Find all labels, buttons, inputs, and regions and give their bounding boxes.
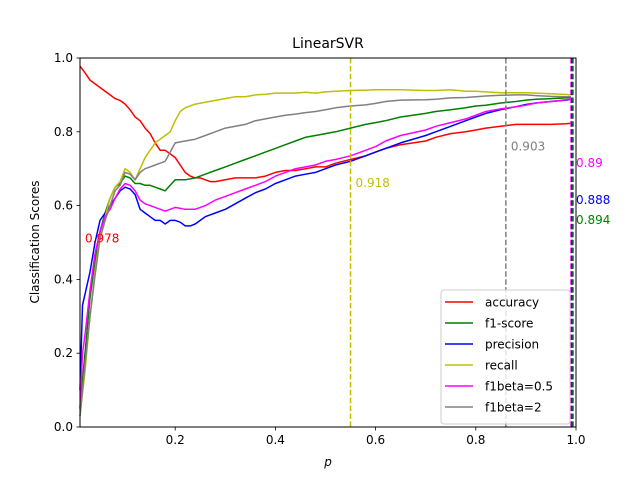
y-tick-label: 0.8: [54, 125, 73, 139]
annotation-label: 0.894: [576, 213, 610, 227]
y-tick-label: 0.2: [54, 346, 73, 360]
annotation-label: 0.918: [356, 176, 390, 190]
x-axis-label: p: [323, 455, 332, 469]
y-tick-label: 0.6: [54, 199, 73, 213]
annotation-label: 0.89: [576, 156, 603, 170]
y-tick-label: 0.4: [54, 272, 73, 286]
legend: accuracy f1-score precision recall f1beta=0.…: [440, 289, 571, 425]
plot-marks: [79, 58, 574, 427]
series-line-f1beta-0-5: [79, 97, 572, 409]
x-tick-label: 0.6: [366, 433, 385, 447]
annotation-label: 0.888: [576, 193, 610, 207]
legend-label-f1-score: f1-score: [485, 317, 533, 331]
series-line-precision: [79, 98, 572, 391]
series-line-recall: [79, 88, 572, 416]
series-line-f1beta-2: [79, 94, 571, 416]
legend-label-accuracy: accuracy: [485, 296, 539, 310]
x-tick-label: 0.2: [166, 433, 185, 447]
x-tick-label: 0.8: [466, 433, 485, 447]
x-tick-label: 1.0: [566, 433, 585, 447]
series-line-f1-score: [79, 96, 572, 409]
annotation-label: 0.978: [85, 232, 119, 246]
x-axis-ticks: 0.2 0.4 0.6 0.8 1.0: [166, 427, 586, 447]
plot-frame: [79, 57, 577, 428]
legend-label-f1beta-0-5: f1beta=0.5: [485, 380, 553, 394]
chart-title: LinearSVR: [292, 36, 364, 52]
y-tick-label: 0.0: [54, 420, 73, 434]
x-tick-label: 0.4: [266, 433, 285, 447]
annotations: 0.978 0.918 0.903 0.89 0.888 0.894: [85, 139, 610, 245]
annotation-label: 0.903: [511, 139, 545, 153]
legend-label-precision: precision: [485, 338, 539, 352]
legend-label-recall: recall: [485, 359, 518, 373]
legend-frame: [440, 289, 571, 425]
series-line-accuracy: [79, 65, 572, 183]
y-axis-ticks: 0.0 0.2 0.4 0.6 0.8 1.0: [54, 51, 80, 434]
legend-label-f1beta-2: f1beta=2: [485, 401, 542, 415]
y-axis-label: Classification Scores: [28, 180, 42, 303]
y-tick-label: 1.0: [54, 51, 73, 65]
